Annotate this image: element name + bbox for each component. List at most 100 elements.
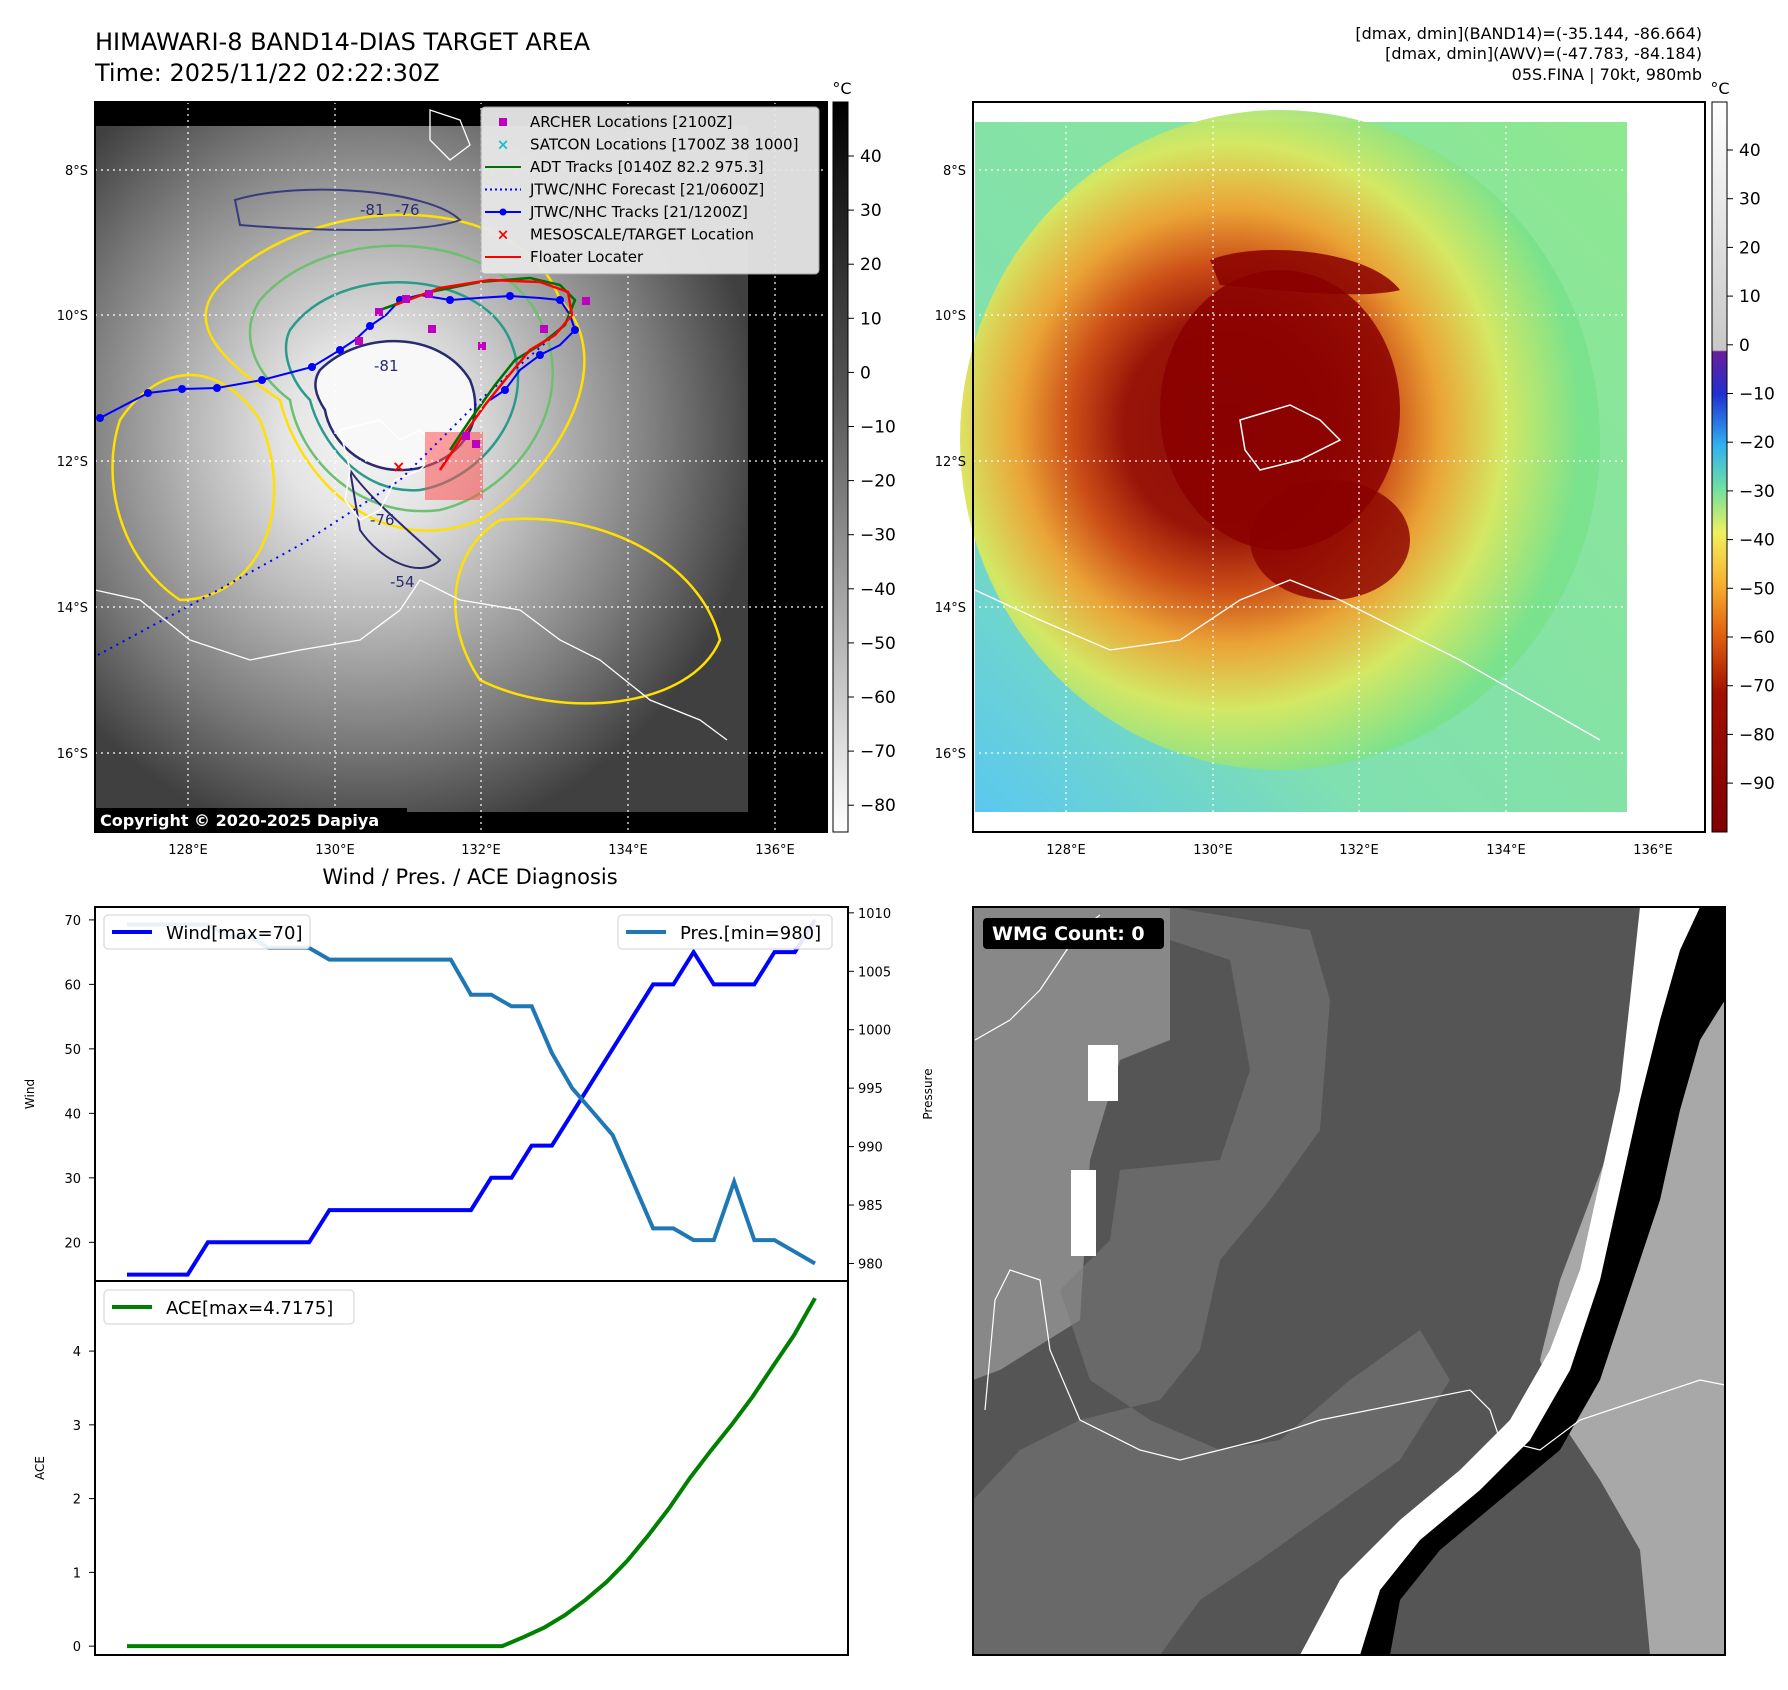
contour-navy-tail (349, 469, 442, 570)
lat-tick-label: 12°S (935, 455, 966, 470)
y-tick-label: 20 (64, 1236, 81, 1251)
bd-core (1160, 270, 1400, 550)
storm-info: 05S.FINA | 70kt, 980mb (1512, 65, 1702, 84)
wind-pres-axes (94, 906, 849, 1282)
colorbar-tick-label: −10 (1739, 385, 1775, 405)
legend-entry: ARCHER Locations [2100Z] (499, 113, 733, 131)
y-tick-label: 60 (64, 978, 81, 993)
colorbar-tick-label: −80 (860, 796, 896, 816)
y-tick-label: 50 (64, 1043, 81, 1058)
legend-label: Floater Locater (530, 248, 644, 266)
lon-tick-label: 132°E (1339, 843, 1379, 858)
colorbar-tick-label: −60 (1739, 628, 1775, 648)
lon-tick-label: 136°E (1633, 843, 1673, 858)
coastline-mainland (94, 579, 728, 741)
ir-colorbar-unit: °C (832, 79, 851, 98)
copyright-text: Copyright © 2020-2025 Dapiya (100, 811, 379, 830)
ace-axes (94, 1280, 849, 1656)
y-tick-label: 30 (64, 1172, 81, 1187)
legend-entry: JTWC/NHC Tracks [21/1200Z] (485, 203, 748, 221)
ace-y-tick-label: 3 (73, 1419, 81, 1434)
lat-tick-label: 10°S (57, 309, 88, 324)
y-tick-label: 40 (64, 1107, 81, 1122)
lat-tick-label: 8°S (65, 164, 88, 179)
colorbar-tick-label: −80 (1739, 725, 1775, 745)
colorbar-tick-label: 10 (1739, 287, 1761, 307)
wmg-gray-band (973, 907, 1450, 1655)
lon-tick-label: 130°E (1193, 843, 1233, 858)
wind-axis-label: Wind (23, 1079, 37, 1109)
legend-label: ARCHER Locations [2100Z] (530, 113, 733, 131)
colorbar-tick-label: −50 (1739, 579, 1775, 599)
awv-range: [dmax, dmin](AWV)=(-47.783, -84.184) (1385, 44, 1702, 63)
colorbar-tick-label: −50 (860, 634, 896, 654)
wmg-coastline-south (984, 1269, 1726, 1461)
lat-tick-label: 14°S (935, 601, 966, 616)
contour-label: -76 (370, 511, 395, 529)
wind-legend: Wind[max=70] (103, 914, 311, 950)
legend-label: SATCON Locations [1700Z 38 1000] (530, 136, 798, 154)
floater-track-line (394, 278, 574, 471)
y2-tick-label: 980 (858, 1257, 883, 1272)
ir-legend: ARCHER Locations [2100Z] × SATCON Location… (480, 106, 820, 275)
contour-label: -81 (374, 357, 399, 375)
lat-tick-label: 10°S (935, 309, 966, 324)
figure-title: HIMAWARI-8 BAND14-DIAS TARGET AREA (95, 28, 591, 56)
pressure-series-line (127, 922, 817, 1266)
colorbar-tick-label: 40 (1739, 141, 1761, 161)
colorbar-tick-label: −30 (860, 526, 896, 546)
bd-map-panel (960, 101, 1706, 833)
lon-tick-label: 134°E (1486, 843, 1526, 858)
ir-colorbar: °C 40 30 20 10 0 −10 −20 −30 −40 −50 −60 −70 −80 (832, 79, 896, 833)
copyright-box (95, 808, 407, 832)
colorbar-tick-label: 10 (860, 309, 882, 329)
lon-tick-label: 130°E (315, 843, 355, 858)
lon-tick-label: 132°E (461, 843, 501, 858)
lat-tick-label: 8°S (943, 164, 966, 179)
colorbar-tick-label: 40 (860, 147, 882, 167)
y2-tick-label: 995 (858, 1082, 883, 1097)
lat-tick-label: 16°S (57, 747, 88, 762)
colorbar-tick-label: −40 (1739, 531, 1775, 551)
legend-label: JTWC/NHC Forecast [21/0600Z] (529, 181, 764, 199)
ace-y-tick-label: 2 (73, 1493, 81, 1508)
wmg-white-band (1300, 907, 1700, 1655)
ace-legend-label: ACE[max=4.7175] (166, 1298, 333, 1319)
legend-label: MESOSCALE/TARGET Location (530, 226, 754, 244)
colorbar-tick-label: 0 (1739, 336, 1750, 356)
contour-label: -76 (395, 201, 420, 219)
x-marker-icon: × (497, 226, 510, 244)
bd-colorbar-unit: °C (1710, 79, 1729, 98)
colorbar-tick-label: 30 (1739, 190, 1761, 210)
colorbar-tick-label: −10 (860, 418, 896, 438)
contour-green (248, 244, 554, 513)
y2-tick-label: 990 (858, 1141, 883, 1156)
y2-tick-label: 1010 (858, 907, 891, 922)
contour-label: -81 (360, 201, 385, 219)
contour-yellow-south (454, 517, 722, 705)
colorbar-tick-label: 0 (860, 363, 871, 383)
lat-tick-label: 14°S (57, 601, 88, 616)
legend-label: ADT Tracks [0140Z 82.2 975.3] (530, 158, 764, 176)
lat-tick-label: 12°S (57, 455, 88, 470)
bd-coastline-melville (1239, 404, 1342, 471)
colorbar-tick-label: 20 (1739, 238, 1761, 258)
wind-legend-label: Wind[max=70] (166, 923, 303, 944)
colorbar-tick-label: −70 (1739, 677, 1775, 697)
pressure-legend: Pres.[min=980] (617, 914, 833, 950)
ace-y-tick-label: 0 (73, 1640, 81, 1655)
bd-coastline-mainland (974, 579, 1601, 741)
square-marker-icon (499, 118, 507, 126)
ace-y-tick-label: 1 (73, 1566, 81, 1581)
y-tick-label: 70 (64, 914, 81, 929)
pressure-axis-label: Pressure (921, 1068, 935, 1119)
timestamp: Time: 2025/11/22 02:22:30Z (94, 59, 440, 87)
contour-label: -54 (390, 573, 415, 591)
chart-title: Wind / Pres. / ACE Diagnosis (322, 865, 617, 889)
wmg-white-patch (1071, 1170, 1096, 1256)
colorbar-tick-label: −70 (860, 742, 896, 762)
colorbar-tick-label: −20 (860, 472, 896, 492)
ace-y-tick-label: 4 (73, 1345, 81, 1360)
line-dot-icon (485, 208, 521, 216)
wmg-count-box (983, 918, 1164, 949)
